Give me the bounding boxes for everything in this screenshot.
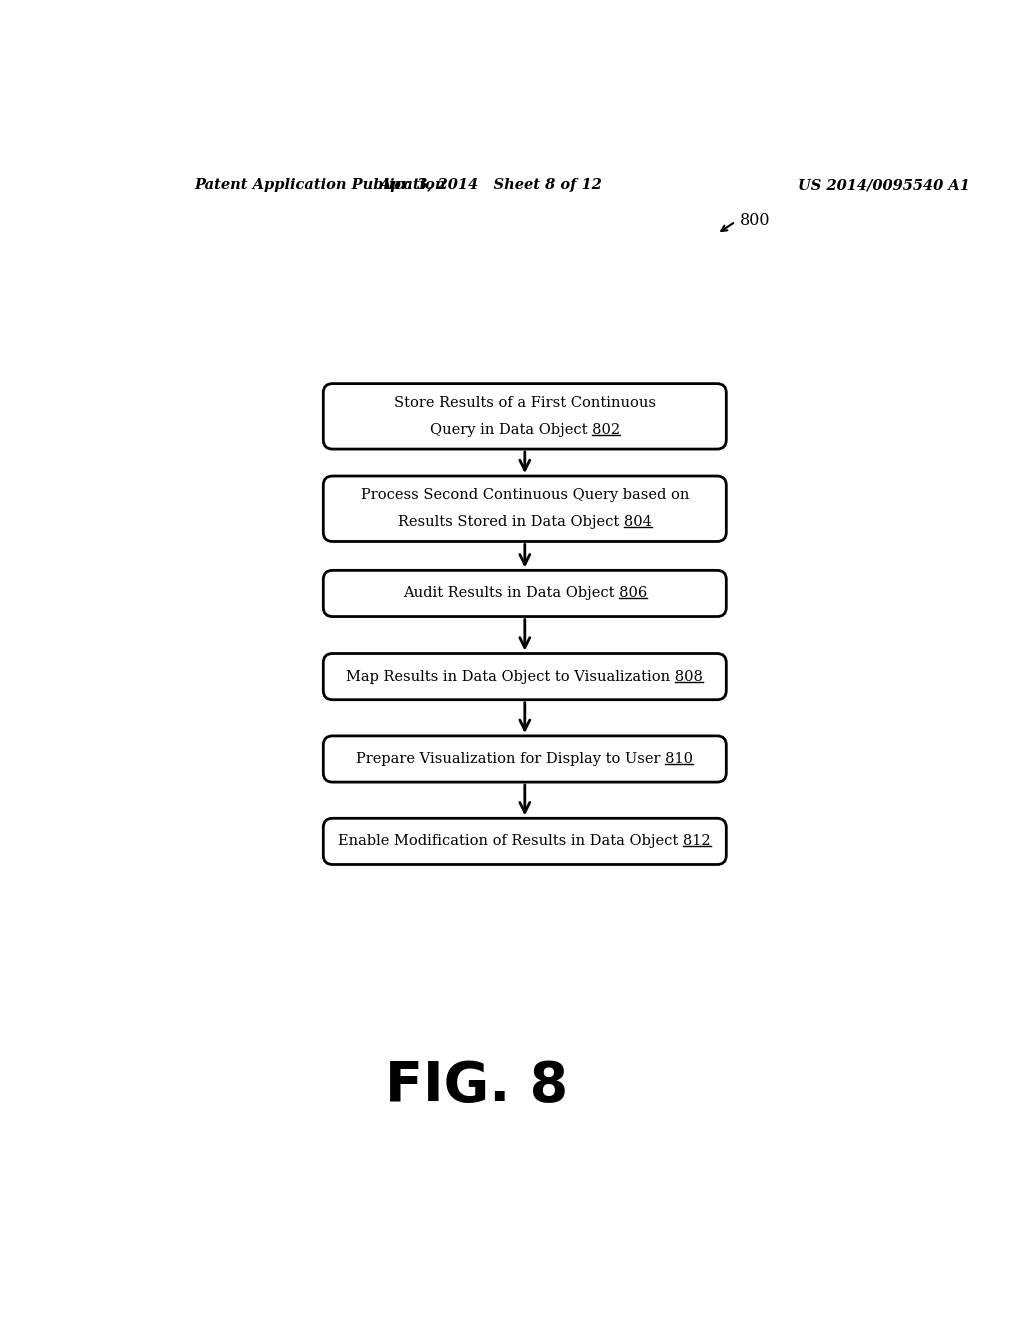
FancyBboxPatch shape	[324, 818, 726, 865]
Text: Enable Modification of Results in Data Object 812: Enable Modification of Results in Data O…	[339, 834, 711, 849]
Text: Results Stored in Data Object 804: Results Stored in Data Object 804	[398, 515, 651, 529]
Text: Process Second Continuous Query based on: Process Second Continuous Query based on	[360, 488, 689, 503]
Text: Audit Results in Data Object 806: Audit Results in Data Object 806	[402, 586, 647, 601]
Text: Map Results in Data Object to Visualization 808: Map Results in Data Object to Visualizat…	[346, 669, 703, 684]
FancyBboxPatch shape	[324, 653, 726, 700]
Text: Patent Application Publication: Patent Application Publication	[194, 178, 445, 193]
Text: Store Results of a First Continuous: Store Results of a First Continuous	[394, 396, 655, 411]
Text: Query in Data Object 802: Query in Data Object 802	[430, 422, 620, 437]
Text: US 2014/0095540 A1: US 2014/0095540 A1	[799, 178, 971, 193]
FancyBboxPatch shape	[324, 737, 726, 781]
FancyBboxPatch shape	[324, 477, 726, 541]
Text: Apr. 3, 2014   Sheet 8 of 12: Apr. 3, 2014 Sheet 8 of 12	[379, 178, 602, 193]
Text: 800: 800	[740, 211, 771, 228]
FancyBboxPatch shape	[324, 570, 726, 616]
Text: FIG. 8: FIG. 8	[385, 1059, 568, 1113]
Text: Prepare Visualization for Display to User 810: Prepare Visualization for Display to Use…	[356, 752, 693, 766]
FancyBboxPatch shape	[324, 384, 726, 449]
